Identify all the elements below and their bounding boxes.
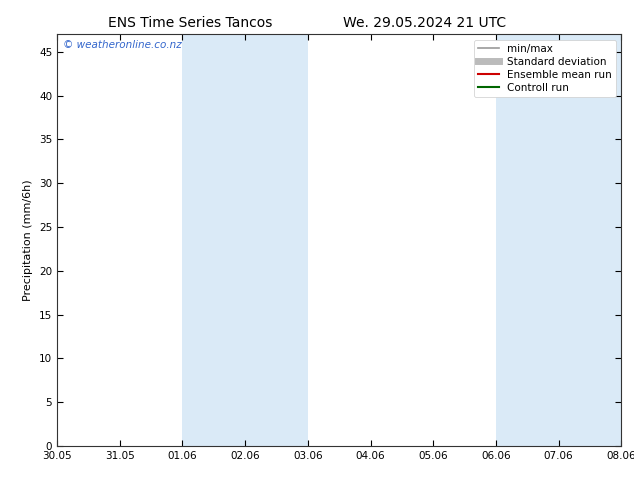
- Legend: min/max, Standard deviation, Ensemble mean run, Controll run: min/max, Standard deviation, Ensemble me…: [474, 40, 616, 97]
- Bar: [183, 34, 245, 446]
- Bar: [245, 34, 308, 446]
- Text: We. 29.05.2024 21 UTC: We. 29.05.2024 21 UTC: [343, 16, 507, 30]
- Text: ENS Time Series Tancos: ENS Time Series Tancos: [108, 16, 273, 30]
- Text: © weatheronline.co.nz: © weatheronline.co.nz: [63, 41, 181, 50]
- Bar: [559, 34, 621, 446]
- Y-axis label: Precipitation (mm/6h): Precipitation (mm/6h): [23, 179, 34, 301]
- Bar: [496, 34, 559, 446]
